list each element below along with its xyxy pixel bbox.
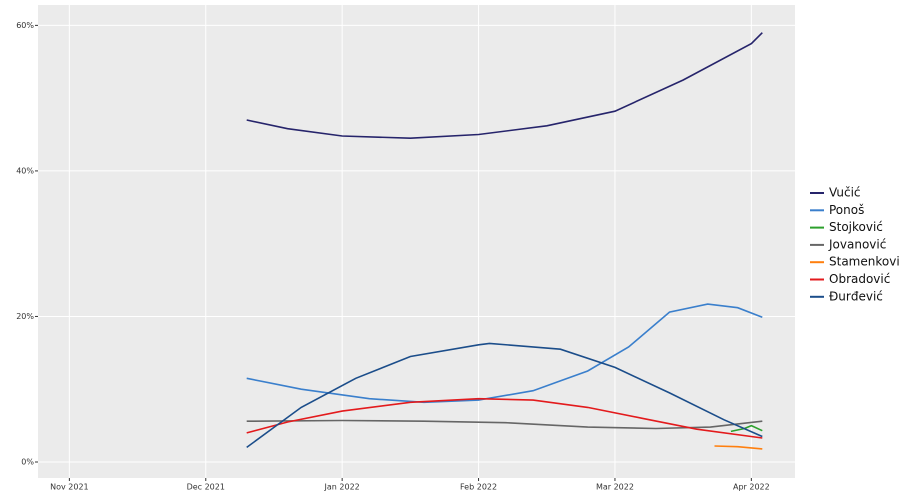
- y-tick-label: 60%: [16, 21, 34, 30]
- plot-panel: [38, 5, 795, 478]
- series-line: [246, 32, 763, 140]
- x-tick-label: Feb 2022: [460, 483, 497, 492]
- series-line: [246, 397, 763, 439]
- x-tick-label: Jan 2022: [324, 483, 360, 492]
- x-tick-label: Mar 2022: [596, 483, 634, 492]
- x-tick-label: Nov 2021: [50, 483, 89, 492]
- x-tick-label: Apr 2022: [733, 483, 770, 492]
- series-line: [246, 419, 763, 430]
- legend-label: Obradović: [829, 272, 890, 286]
- y-tick-label: 0%: [21, 457, 34, 466]
- legend-label: Ponoš: [829, 203, 864, 217]
- series-line: [246, 303, 763, 404]
- legend-label: Stamenković: [829, 255, 900, 269]
- series-line: [714, 445, 763, 450]
- legend-label: Stojković: [829, 220, 883, 234]
- y-tick-label: 20%: [16, 312, 34, 321]
- legend-label: Vučić: [829, 186, 861, 200]
- series-line: [730, 424, 763, 433]
- legend-label: Đurđević: [829, 289, 883, 303]
- legend-label: Jovanović: [828, 237, 886, 251]
- x-tick-label: Dec 2021: [187, 483, 225, 492]
- series-line: [246, 342, 763, 449]
- y-tick-label: 40%: [16, 166, 34, 175]
